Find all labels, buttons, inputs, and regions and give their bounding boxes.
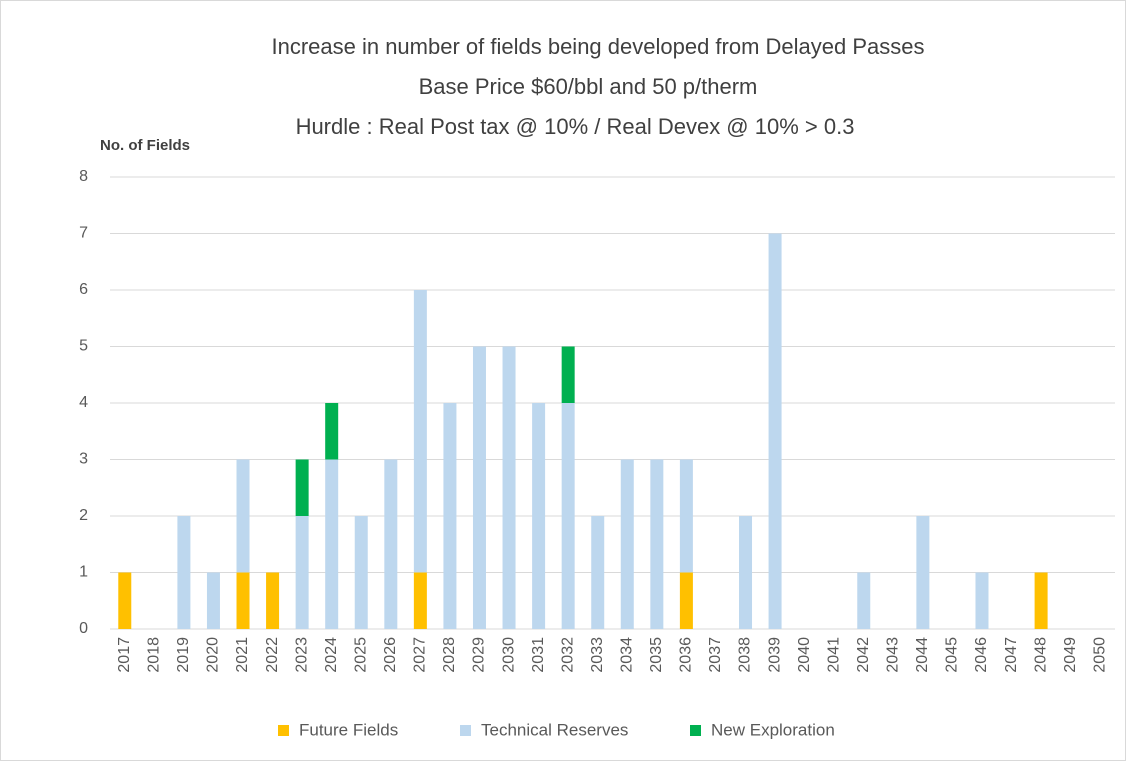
x-tick-label: 2036 xyxy=(678,637,695,673)
y-tick-label: 3 xyxy=(79,451,88,468)
x-tick-label: 2037 xyxy=(707,637,724,673)
x-tick-label: 2033 xyxy=(589,637,606,673)
bar-segment xyxy=(679,572,693,629)
y-tick-label: 2 xyxy=(79,507,88,524)
bar-segment xyxy=(561,346,575,403)
bar-segment xyxy=(354,516,368,629)
x-tick-label: 2023 xyxy=(293,637,310,673)
bar-segment xyxy=(857,572,871,629)
x-tick-label: 2032 xyxy=(559,637,576,673)
x-tick-label: 2021 xyxy=(234,637,251,673)
bar-segment xyxy=(591,516,605,629)
bar-segment xyxy=(295,459,309,516)
bar-segment xyxy=(413,290,427,573)
bar-segment xyxy=(177,516,191,629)
bar-segment xyxy=(443,403,457,629)
y-axis-label: No. of Fields xyxy=(100,137,190,154)
x-tick-label: 2024 xyxy=(323,637,340,673)
bar-segment xyxy=(295,516,309,629)
bar-segment xyxy=(916,516,930,629)
x-tick-label: 2045 xyxy=(944,637,961,673)
bar-segment xyxy=(236,572,250,629)
bar-segment xyxy=(561,403,575,629)
x-tick-label: 2038 xyxy=(737,637,754,673)
x-tick-label: 2039 xyxy=(766,637,783,673)
bar-segment xyxy=(739,516,753,629)
y-tick-label: 1 xyxy=(79,564,88,581)
x-tick-label: 2031 xyxy=(530,637,547,673)
x-tick-label: 2048 xyxy=(1032,637,1049,673)
bar-segment xyxy=(118,572,132,629)
x-tick-label: 2022 xyxy=(264,637,281,673)
legend-label: Future Fields xyxy=(299,720,398,739)
y-tick-label: 6 xyxy=(79,281,88,298)
x-tick-label: 2042 xyxy=(855,637,872,673)
x-tick-label: 2035 xyxy=(648,637,665,673)
bar-segment xyxy=(325,459,339,629)
chart-subtitle: Base Price $60/bbl and 50 p/therm xyxy=(419,74,758,99)
x-tick-label: 2029 xyxy=(471,637,488,673)
legend-label: New Exploration xyxy=(711,720,835,739)
y-tick-label: 7 xyxy=(79,225,88,242)
bar-segment xyxy=(768,233,782,629)
x-tick-label: 2028 xyxy=(441,637,458,673)
bar-segment xyxy=(502,346,516,629)
x-tick-label: 2040 xyxy=(796,637,813,673)
bar-segment xyxy=(266,572,280,629)
bar-segment xyxy=(384,459,398,629)
y-tick-label: 8 xyxy=(79,168,88,185)
bar-segment xyxy=(620,459,634,629)
x-tick-label: 2025 xyxy=(352,637,369,673)
x-tick-label: 2041 xyxy=(825,637,842,673)
bar-segment xyxy=(413,572,427,629)
bar-segment xyxy=(1034,572,1048,629)
y-tick-label: 4 xyxy=(79,394,88,411)
bar-segment xyxy=(650,459,664,629)
legend-label: Technical Reserves xyxy=(481,720,628,739)
x-tick-label: 2017 xyxy=(116,637,133,673)
x-tick-label: 2046 xyxy=(973,637,990,673)
x-tick-label: 2030 xyxy=(500,637,517,673)
x-tick-label: 2018 xyxy=(146,637,163,673)
legend-swatch xyxy=(278,725,289,736)
x-tick-label: 2019 xyxy=(175,637,192,673)
x-tick-label: 2049 xyxy=(1062,637,1079,673)
y-tick-label: 5 xyxy=(79,338,88,355)
legend-swatch xyxy=(690,725,701,736)
x-tick-label: 2027 xyxy=(412,637,429,673)
bar-segment xyxy=(679,459,693,573)
bar-segment xyxy=(975,572,989,629)
bar-segment xyxy=(472,346,486,629)
x-tick-label: 2026 xyxy=(382,637,399,673)
chart-subtitle: Hurdle : Real Post tax @ 10% / Real Deve… xyxy=(296,114,855,139)
x-tick-label: 2047 xyxy=(1003,637,1020,673)
x-tick-label: 2043 xyxy=(885,637,902,673)
bar-segment xyxy=(206,572,220,629)
bar-segment xyxy=(532,403,546,629)
x-tick-label: 2044 xyxy=(914,637,931,673)
x-tick-label: 2050 xyxy=(1091,637,1108,673)
x-tick-label: 2034 xyxy=(618,637,635,673)
chart-title: Increase in number of fields being devel… xyxy=(271,34,924,59)
bar-segment xyxy=(236,459,250,573)
x-tick-label: 2020 xyxy=(205,637,222,673)
y-tick-label: 0 xyxy=(79,620,88,637)
legend-swatch xyxy=(460,725,471,736)
bar-segment xyxy=(325,403,339,460)
